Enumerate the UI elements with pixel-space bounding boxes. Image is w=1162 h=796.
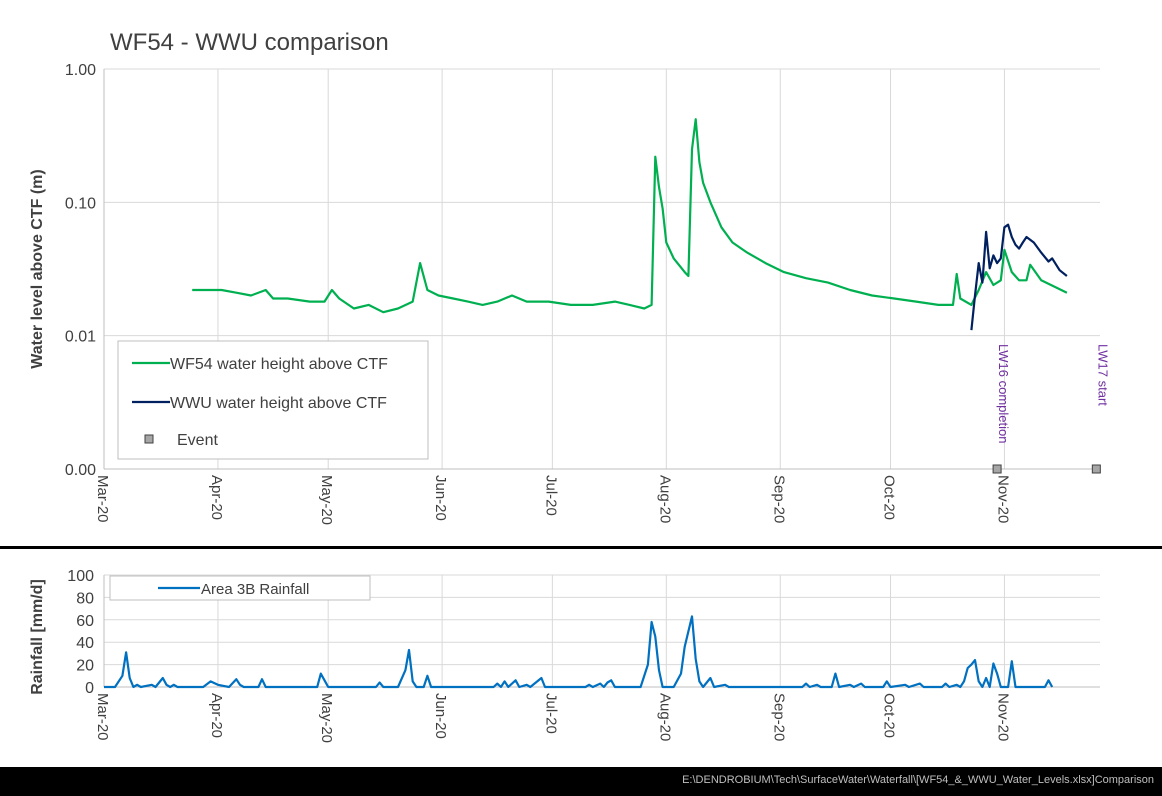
x-tick-label: May-20 [318, 475, 335, 525]
legend-label: Event [177, 432, 218, 449]
y-tick-label: 1.00 [65, 62, 96, 79]
footer-bar: E:\DENDROBIUM\Tech\SurfaceWater\Waterfal… [0, 767, 1162, 796]
rain-x-tick-label: Jul-20 [542, 693, 559, 734]
rain-x-tick-label: May-20 [318, 693, 335, 743]
y-axis-title: Water level above CTF (m) [29, 169, 46, 368]
event-annotation: LW16 completion [996, 344, 1011, 443]
panel-divider [0, 546, 1162, 549]
x-tick-label: Apr-20 [208, 475, 225, 520]
rain-y-tick-label: 40 [76, 635, 94, 652]
rain-x-tick-label: Mar-20 [94, 693, 111, 741]
rainfall-chart-panel: 0 20 40 60 80 100 Mar-20 Apr-20 May-20 Jun-20 Jul-… [0, 549, 1162, 767]
rain-x-tick-label: Oct-20 [881, 693, 898, 738]
rain-x-tick-label: Nov-20 [994, 693, 1011, 741]
rain-x-tick-label: Apr-20 [208, 693, 225, 738]
wf54-series-line [192, 118, 1068, 314]
rainfall-series-line [104, 615, 1054, 689]
event-marker [1091, 464, 1101, 474]
rain-x-tick-label: Jun-20 [432, 693, 449, 739]
event-annotation: LW17 start [1095, 344, 1110, 406]
x-tick-label: Jul-20 [542, 475, 559, 516]
rain-x-tick-label: Aug-20 [656, 693, 673, 741]
water-level-chart-panel: WF54 - WWU comparison 1.00 0.10 0.01 0.00 Ma… [29, 29, 1111, 526]
rain-y-axis-title: Rainfall [mm/d] [29, 579, 46, 695]
x-tick-label: Jun-20 [432, 475, 449, 521]
x-tick-label: Oct-20 [881, 475, 898, 520]
y-tick-label: 0.00 [65, 462, 96, 479]
legend-box [117, 340, 429, 460]
y-tick-label: 0.01 [65, 329, 96, 346]
legend-label: WWU water height above CTF [170, 395, 387, 412]
chart-title: WF54 - WWU comparison [110, 29, 389, 56]
rainfall-chart: 0 20 40 60 80 100 Mar-20 Apr-20 May-20 Jun-20 Jul-… [29, 568, 1100, 743]
main-legend: WF54 water height above CTF WWU water hei… [117, 340, 429, 460]
legend-label: WF54 water height above CTF [170, 356, 388, 373]
rain-legend: Area 3B Rainfall [109, 575, 371, 601]
wwu-series-line [970, 223, 1068, 331]
x-tick-label: Aug-20 [656, 475, 673, 523]
water-level-chart: WF54 - WWU comparison 1.000.100.010.00Ma… [29, 29, 1110, 525]
rain-y-tick-label: 60 [76, 613, 94, 630]
file-path-label: E:\DENDROBIUM\Tech\SurfaceWater\Waterfal… [682, 774, 1154, 786]
x-tick-label: Mar-20 [94, 475, 111, 523]
y-tick-label: 0.10 [65, 195, 96, 212]
rain-y-tick-label: 100 [67, 568, 94, 585]
rain-legend-label: Area 3B Rainfall [201, 581, 309, 598]
x-tick-label: Nov-20 [994, 475, 1011, 523]
rain-legend-box [109, 575, 371, 601]
legend-event-swatch [144, 434, 154, 444]
rain-x-tick-label: Sep-20 [770, 693, 787, 741]
event-marker [992, 464, 1002, 474]
rain-y-tick-label: 80 [76, 590, 94, 607]
rain-y-tick-label: 20 [76, 658, 94, 675]
rain-y-tick-label: 0 [85, 680, 94, 697]
x-tick-label: Sep-20 [770, 475, 787, 523]
